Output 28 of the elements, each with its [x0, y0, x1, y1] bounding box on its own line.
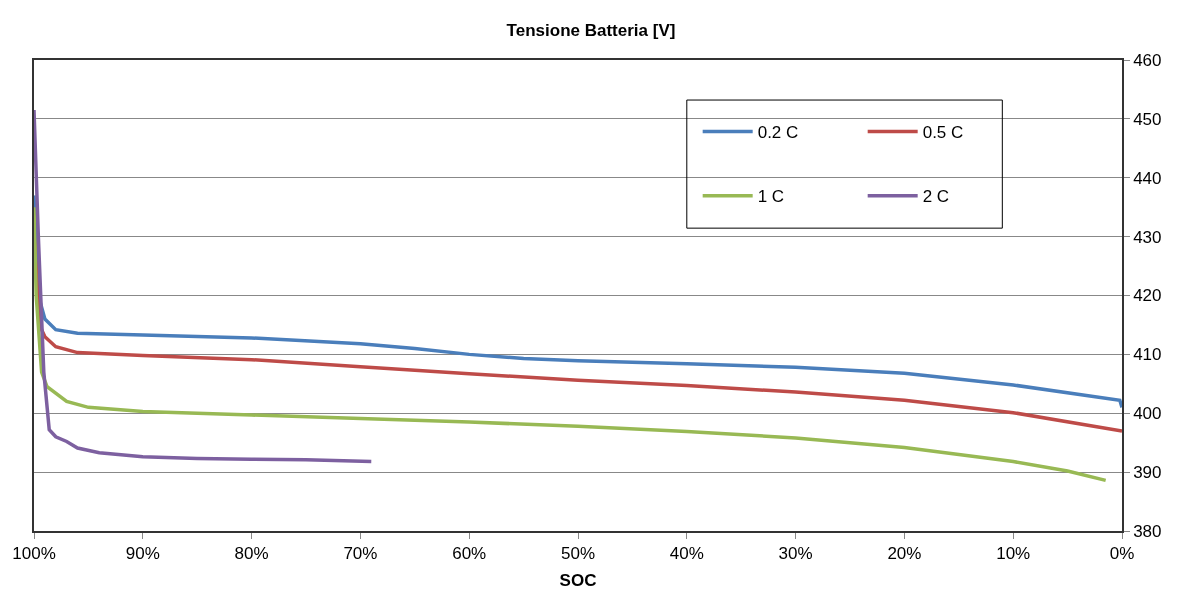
y-tick-label: 390 — [1133, 463, 1162, 483]
x-tick-label: 60% — [452, 544, 487, 564]
y-tick-label: 440 — [1133, 168, 1162, 188]
x-tick-label: 80% — [234, 544, 269, 564]
legend-label: 0.2 C — [757, 123, 799, 143]
y-tick-label: 380 — [1133, 521, 1162, 541]
line-series — [34, 108, 374, 464]
x-tick-label: 90% — [125, 544, 160, 564]
legend-label: 2 C — [922, 187, 950, 207]
x-tick-label: 50% — [560, 544, 596, 564]
x-tick-label: 100% — [12, 544, 56, 564]
x-tick-label: 30% — [778, 544, 813, 564]
x-tick-label: 70% — [343, 544, 378, 564]
y-tick-label: 420 — [1133, 286, 1162, 306]
line-series — [34, 205, 1108, 483]
y-tick-label: 400 — [1133, 404, 1162, 424]
x-tick-label: 40% — [669, 544, 704, 564]
chart-title: Tensione Batteria [V] — [506, 21, 676, 41]
y-tick-label: 410 — [1133, 345, 1162, 365]
x-tick-label: 20% — [887, 544, 922, 564]
y-tick-label: 430 — [1133, 227, 1162, 247]
x-axis-title: SOC — [559, 571, 597, 591]
legend-label: 1 C — [757, 187, 785, 207]
x-tick-label: 10% — [996, 544, 1031, 564]
y-tick-label: 460 — [1133, 50, 1162, 70]
x-tick-label: 0% — [1109, 544, 1135, 564]
y-tick-label: 450 — [1133, 109, 1162, 129]
legend-label: 0.5 C — [922, 123, 964, 143]
